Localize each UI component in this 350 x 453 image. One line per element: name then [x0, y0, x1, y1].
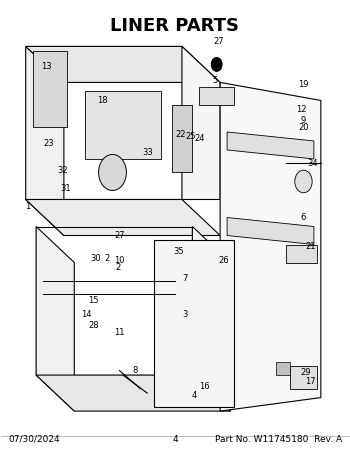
Text: 1: 1: [25, 202, 30, 211]
Text: 27: 27: [213, 38, 224, 46]
Polygon shape: [33, 51, 67, 127]
Text: 31: 31: [60, 184, 71, 193]
Text: 28: 28: [88, 321, 99, 330]
Text: 17: 17: [305, 377, 316, 386]
Polygon shape: [36, 226, 74, 411]
Bar: [289, 366, 317, 389]
Circle shape: [99, 154, 126, 190]
Text: 20: 20: [298, 123, 309, 132]
Bar: [186, 366, 210, 393]
Text: 24: 24: [194, 134, 204, 143]
Circle shape: [295, 170, 312, 193]
Text: 29: 29: [300, 368, 310, 377]
Polygon shape: [85, 92, 161, 159]
Text: 26: 26: [218, 256, 229, 265]
Polygon shape: [36, 375, 231, 411]
Circle shape: [211, 58, 222, 71]
Polygon shape: [26, 46, 220, 82]
Bar: [276, 361, 289, 375]
Text: 14: 14: [81, 310, 92, 319]
Bar: [172, 105, 193, 173]
Text: 33: 33: [142, 148, 153, 157]
Polygon shape: [26, 199, 220, 236]
Text: 7: 7: [183, 274, 188, 283]
Polygon shape: [154, 240, 234, 407]
Text: 5: 5: [212, 76, 218, 85]
Text: 4: 4: [172, 434, 178, 443]
Text: 22: 22: [175, 130, 186, 139]
Text: 32: 32: [57, 166, 68, 175]
Text: 2: 2: [105, 254, 110, 263]
Polygon shape: [227, 132, 314, 159]
Text: 30: 30: [90, 254, 100, 263]
Text: 11: 11: [114, 328, 125, 337]
Text: 15: 15: [88, 296, 99, 305]
Text: 19: 19: [298, 80, 309, 89]
Text: 3: 3: [183, 310, 188, 319]
Polygon shape: [193, 226, 231, 411]
Text: 6: 6: [301, 213, 306, 222]
Text: LINER PARTS: LINER PARTS: [111, 17, 239, 35]
Text: 10: 10: [114, 256, 125, 265]
Text: 21: 21: [305, 242, 316, 251]
Text: Part No. W11745180  Rev. A: Part No. W11745180 Rev. A: [215, 434, 342, 443]
Text: 07/30/2024: 07/30/2024: [8, 434, 60, 443]
Text: 18: 18: [97, 96, 107, 105]
Text: 4: 4: [191, 391, 197, 400]
Polygon shape: [26, 46, 64, 236]
Text: 9: 9: [301, 116, 306, 125]
Text: 25: 25: [186, 132, 196, 141]
Text: 23: 23: [43, 139, 54, 148]
Text: 8: 8: [132, 366, 138, 375]
Text: 13: 13: [41, 62, 52, 71]
Bar: [286, 245, 317, 263]
Polygon shape: [182, 46, 220, 199]
Text: 12: 12: [296, 105, 307, 114]
Text: 2: 2: [115, 263, 120, 271]
Polygon shape: [227, 217, 314, 245]
Text: 34: 34: [307, 159, 317, 168]
Text: 16: 16: [199, 382, 210, 391]
Text: 35: 35: [173, 247, 184, 256]
Bar: [199, 87, 234, 105]
Text: 27: 27: [114, 231, 125, 240]
Polygon shape: [220, 82, 321, 411]
